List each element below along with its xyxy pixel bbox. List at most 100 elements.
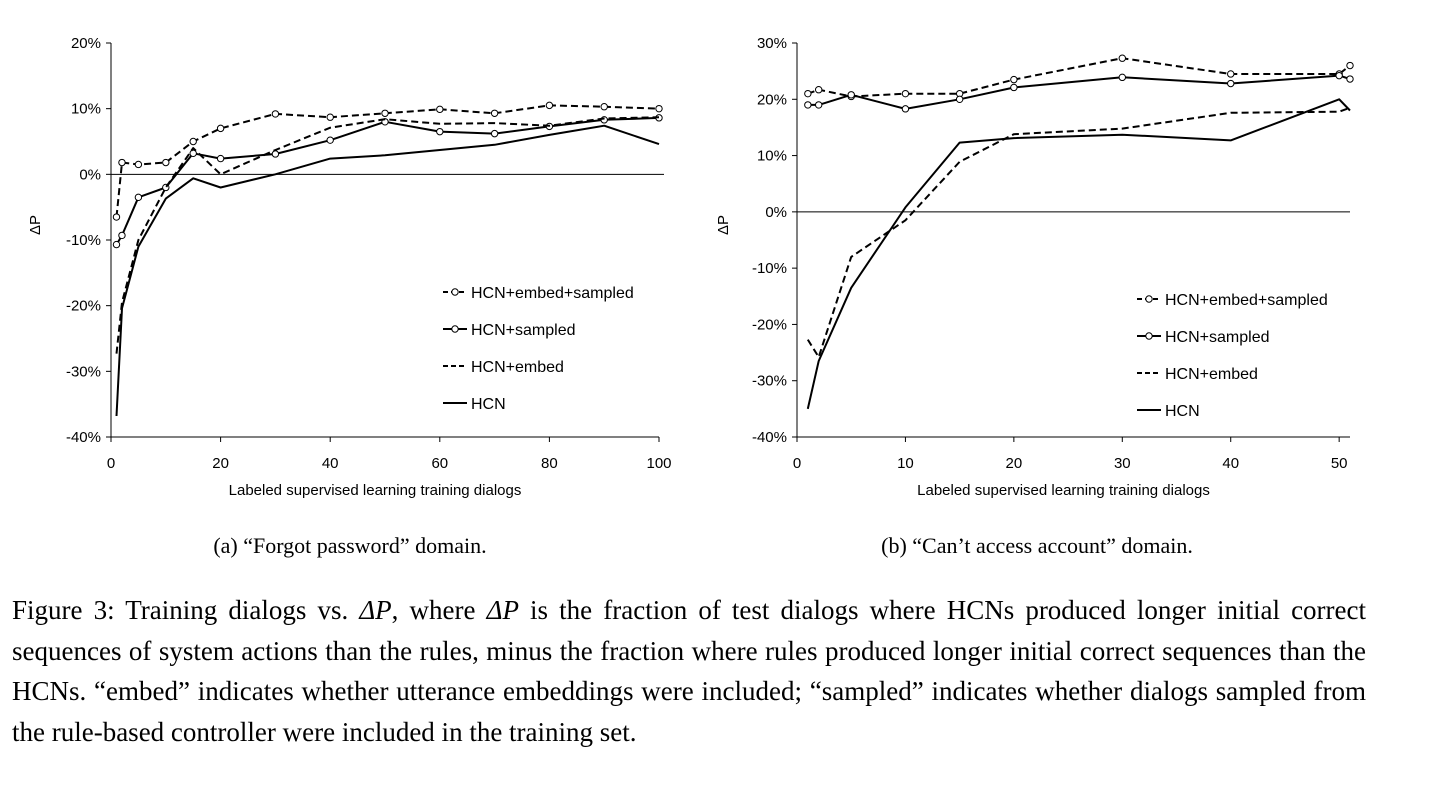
data-point-hcn-embed-sampled bbox=[600, 102, 608, 111]
x-tick-label: 100 bbox=[646, 455, 671, 472]
series-line-hcn-sampled bbox=[807, 74, 1351, 110]
x-axis-label: Labeled supervised learning training dia… bbox=[229, 482, 522, 499]
x-tick-label: 60 bbox=[431, 455, 448, 472]
data-point-hcn-sampled bbox=[1227, 79, 1235, 88]
y-tick-label: -40% bbox=[66, 429, 101, 446]
caption-delta-p-2: ΔP bbox=[486, 595, 519, 625]
legend-label: HCN+embed bbox=[471, 359, 564, 376]
y-axis-label: ΔP bbox=[715, 215, 732, 235]
caption-lead: Figure 3: Training dialogs vs. bbox=[12, 595, 360, 625]
figure-caption: Figure 3: Training dialogs vs. ΔP, where… bbox=[12, 590, 1366, 752]
y-tick-label: 10% bbox=[757, 148, 787, 165]
data-point-hcn-embed-sampled bbox=[1227, 70, 1235, 78]
y-tick-label: 0% bbox=[765, 204, 787, 221]
legend-marker bbox=[1145, 295, 1153, 303]
data-point-hcn-sampled bbox=[1346, 75, 1354, 83]
data-point-hcn-sampled bbox=[847, 91, 855, 99]
data-point-hcn-embed-sampled bbox=[901, 89, 910, 98]
x-tick-label: 40 bbox=[322, 455, 339, 472]
caption-rest: is the fraction of test dialogs where HC… bbox=[12, 595, 1367, 747]
legend-label: HCN+embed+sampled bbox=[471, 285, 634, 302]
y-tick-label: 10% bbox=[71, 101, 101, 118]
series-line-hcn-embed-sampled bbox=[807, 57, 1351, 98]
x-tick-label: 80 bbox=[541, 455, 558, 472]
series-line-hcn-embed bbox=[806, 106, 1351, 359]
y-axis-label: ΔP bbox=[27, 215, 44, 235]
data-point-hcn-embed-sampled bbox=[271, 110, 280, 118]
legend-label: HCN bbox=[471, 396, 506, 413]
x-tick-label: 0 bbox=[793, 455, 801, 472]
data-point-hcn-embed-sampled bbox=[134, 160, 143, 169]
caption-delta-p-1: ΔP bbox=[359, 595, 392, 625]
series-line-hcn-embed-sampled bbox=[115, 104, 660, 218]
data-point-hcn-sampled bbox=[326, 136, 334, 144]
y-tick-label: -10% bbox=[66, 232, 101, 249]
data-point-hcn-embed-sampled bbox=[112, 213, 121, 221]
y-tick-label: 0% bbox=[79, 166, 101, 183]
data-point-hcn-embed-sampled bbox=[1010, 75, 1018, 84]
data-point-hcn-embed-sampled bbox=[189, 137, 197, 146]
y-tick-label: -30% bbox=[66, 363, 101, 380]
data-point-hcn-embed-sampled bbox=[490, 109, 499, 117]
chart-forgot-password: -40% -30% -20% -10% 0% 10% 20% 0 20 40 60 80 100 Labe… bbox=[27, 35, 672, 558]
x-tick-label: 40 bbox=[1222, 455, 1239, 472]
data-point-hcn-sampled bbox=[271, 150, 280, 158]
legend-label: HCN+embed bbox=[1165, 366, 1258, 383]
y-tick-label: 30% bbox=[757, 35, 787, 52]
x-axis-label: Labeled supervised learning training dia… bbox=[917, 482, 1210, 499]
caption-mid: , where bbox=[391, 595, 487, 625]
subcaption: (b) “Can’t access account” domain. bbox=[881, 533, 1193, 558]
x-tick-label: 50 bbox=[1331, 455, 1348, 472]
x-tick-label: 20 bbox=[1006, 455, 1023, 472]
legend-label: HCN+sampled bbox=[1165, 329, 1269, 346]
data-point-hcn-embed-sampled bbox=[804, 89, 812, 98]
data-point-hcn-sampled bbox=[1118, 73, 1126, 82]
data-point-hcn-sampled bbox=[490, 129, 499, 138]
y-tick-label: 20% bbox=[757, 91, 787, 108]
data-point-hcn-embed-sampled bbox=[655, 104, 663, 113]
legend-marker bbox=[1145, 332, 1153, 340]
data-point-hcn-sampled bbox=[1335, 71, 1343, 80]
data-point-hcn-sampled bbox=[134, 193, 143, 202]
data-point-hcn-embed-sampled bbox=[381, 109, 389, 117]
legend-label: HCN+embed+sampled bbox=[1165, 292, 1328, 309]
series-line-hcn-sampled bbox=[115, 116, 660, 246]
series-line-hcn bbox=[806, 98, 1351, 410]
chart-cant-access-account: -40% -30% -20% -10% 0% 10% 20% 30% 0 10 20 30 40 50 La… bbox=[715, 35, 1354, 558]
subcaption: (a) “Forgot password” domain. bbox=[213, 533, 486, 558]
data-point-hcn-embed-sampled bbox=[1118, 54, 1126, 62]
data-point-hcn-sampled bbox=[436, 127, 444, 136]
x-tick-label: 10 bbox=[897, 455, 914, 472]
y-tick-label: 20% bbox=[71, 35, 101, 52]
data-point-hcn-sampled bbox=[901, 105, 910, 113]
data-point-hcn-sampled bbox=[804, 101, 812, 109]
data-point-hcn-sampled bbox=[1010, 83, 1018, 92]
data-point-hcn-sampled bbox=[955, 95, 964, 103]
data-point-hcn-embed-sampled bbox=[118, 158, 126, 167]
y-tick-label: -10% bbox=[752, 260, 787, 277]
data-point-hcn-sampled bbox=[814, 101, 823, 109]
x-tick-label: 30 bbox=[1114, 455, 1131, 472]
x-tick-label: 20 bbox=[212, 455, 229, 472]
data-point-hcn-embed-sampled bbox=[216, 124, 225, 133]
data-point-hcn-embed-sampled bbox=[545, 101, 554, 110]
data-point-hcn-embed-sampled bbox=[326, 113, 334, 121]
data-point-hcn-embed-sampled bbox=[162, 158, 170, 167]
legend-marker bbox=[451, 325, 459, 333]
y-tick-label: -20% bbox=[752, 316, 787, 333]
legend-label: HCN+sampled bbox=[471, 322, 575, 339]
data-point-hcn-embed-sampled bbox=[1346, 61, 1354, 70]
series-line-hcn-embed bbox=[115, 116, 660, 354]
x-tick-label: 0 bbox=[107, 455, 115, 472]
data-point-hcn-sampled bbox=[189, 149, 197, 158]
data-point-hcn-sampled bbox=[216, 154, 225, 163]
series-line-hcn bbox=[115, 124, 660, 417]
data-point-hcn-embed-sampled bbox=[814, 86, 823, 94]
legend-label: HCN bbox=[1165, 403, 1200, 420]
y-tick-label: -40% bbox=[752, 429, 787, 446]
data-point-hcn-sampled bbox=[118, 231, 126, 240]
data-point-hcn-sampled bbox=[112, 240, 121, 249]
y-tick-label: -20% bbox=[66, 298, 101, 315]
legend-marker bbox=[451, 288, 459, 296]
data-point-hcn-embed-sampled bbox=[436, 105, 444, 114]
